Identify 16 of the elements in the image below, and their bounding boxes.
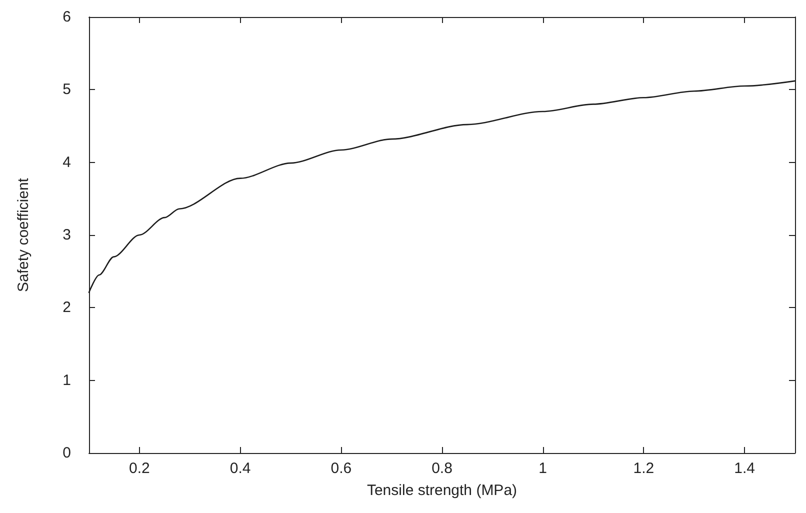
y-tick-label: 4 [62,154,71,171]
x-tick-label: 1.2 [633,460,654,477]
y-axis-title: Safety coefficient [15,177,32,292]
y-tick-label: 5 [62,81,71,98]
y-tick-label: 6 [62,8,71,26]
x-tick-label: 0.4 [230,460,251,477]
y-tick-label: 1 [62,372,71,389]
x-axis-title: Tensile strength (MPa) [366,482,518,499]
x-tick-label: 1 [538,460,548,477]
y-tick-label: 0 [62,444,71,462]
x-tick-label: 0.2 [129,460,150,477]
x-tick-label: 1.4 [734,460,755,477]
x-tick-label: 0.8 [432,460,452,477]
y-tick-label: 2 [62,299,71,316]
x-tick-label: 0.6 [330,460,352,477]
y-tick-label: 3 [62,226,71,244]
